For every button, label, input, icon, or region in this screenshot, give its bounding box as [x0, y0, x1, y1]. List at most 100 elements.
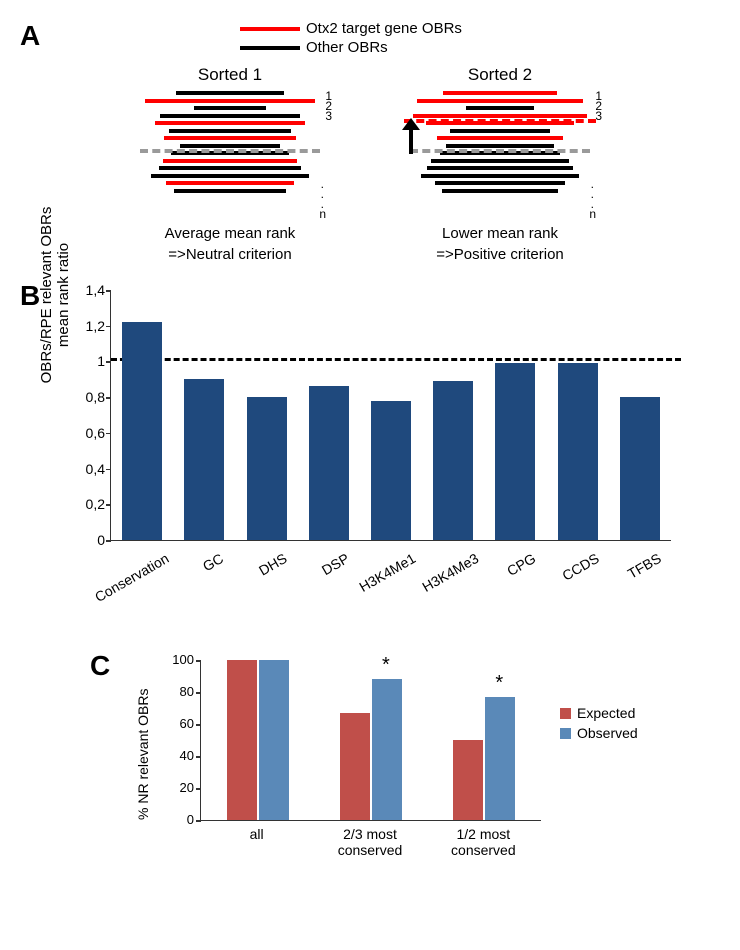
panel-c-chart-area: **: [200, 660, 541, 821]
sorted1-column: Sorted 1 1 2 3 . . . n Average mean rank…: [130, 65, 330, 263]
sorted1-gray-dash: [140, 149, 320, 153]
sorted1-stack: 1 2 3 . . . n: [130, 91, 330, 221]
ytick-label: 1: [75, 353, 105, 369]
bar-expected: [227, 660, 257, 820]
panel-a: A Otx2 target gene OBRs Other OBRs Sorte…: [20, 20, 720, 270]
obr-bar: [413, 114, 587, 118]
legend-swatch-other: [240, 46, 300, 50]
ytick-label: 60: [168, 716, 194, 731]
obr-bar: [431, 159, 569, 163]
obr-bar: [160, 114, 300, 118]
bar: [371, 401, 411, 540]
panel-a-label: A: [20, 20, 40, 52]
bar-observed: [485, 697, 515, 820]
xlabel: H3K4Me1: [357, 550, 419, 595]
ytick-label: 0: [168, 812, 194, 827]
bar: [309, 386, 349, 540]
ytick-label: 0,4: [75, 461, 105, 477]
bar-observed: [372, 679, 402, 820]
panel-c: C % NR relevant OBRs 020406080100 ** all…: [20, 650, 720, 890]
bar-observed: [259, 660, 289, 820]
bar-expected: [453, 740, 483, 820]
ytick-label: 0,6: [75, 425, 105, 441]
ytick-label: 1,2: [75, 318, 105, 334]
obr-bar: [442, 189, 558, 193]
panel-b-chart-area: [110, 290, 671, 541]
bar: [558, 363, 598, 540]
sorted2-column: Sorted 2 1 2 3 . . . n Lower mean rank =…: [400, 65, 600, 263]
obr-bar: [194, 106, 266, 110]
legend-c-label-observed: Observed: [577, 725, 638, 741]
legend-c-observed: Observed: [560, 725, 638, 741]
rank2-n: n: [589, 207, 596, 221]
obr-bar: [145, 99, 315, 103]
xlabel: CPG: [505, 550, 539, 579]
sorted1-title: Sorted 1: [130, 65, 330, 85]
legend-row-other: Other OBRs: [240, 39, 462, 56]
xlabel: Conservation: [92, 550, 171, 605]
ytick-label: 1,4: [75, 282, 105, 298]
obr-bar: [169, 129, 291, 133]
panel-b: B OBRs/RPE relevant OBRs mean rank ratio…: [20, 280, 720, 640]
obr-bar: [151, 174, 309, 178]
panel-b-ylabel-text: OBRs/RPE relevant OBRs mean rank ratio: [38, 207, 72, 384]
xlabel: 1/2 most conserved: [433, 826, 533, 858]
rank-3: 3: [325, 109, 332, 123]
bar: [247, 397, 287, 540]
significance-mark: *: [382, 654, 390, 677]
bar: [495, 363, 535, 540]
panel-b-refline: [111, 358, 681, 361]
sorted2-gray-dash: [410, 149, 590, 153]
xlabel: CCDS: [559, 550, 601, 584]
ytick-label: 0: [75, 532, 105, 548]
obr-bar: [163, 159, 297, 163]
obr-bar: [421, 174, 579, 178]
xlabel: TFBS: [624, 550, 663, 582]
panel-c-ylabel: % NR relevant OBRs: [135, 689, 151, 820]
legend-label-target: Otx2 target gene OBRs: [306, 20, 462, 37]
obr-bar: [466, 106, 534, 110]
ytick-label: 20: [168, 780, 194, 795]
legend-row-target: Otx2 target gene OBRs: [240, 20, 462, 37]
sorted2-stack: 1 2 3 . . . n: [400, 91, 600, 221]
sorted2-caption1: Lower mean rank: [400, 225, 600, 242]
xlabel: all: [207, 826, 307, 842]
xlabel: DHS: [256, 550, 290, 579]
xlabel: GC: [200, 550, 226, 574]
obr-bar: [417, 99, 583, 103]
obr-bar: [437, 136, 563, 140]
legend-c-swatch-expected: [560, 708, 571, 719]
sorted2-caption2: =>Positive criterion: [400, 246, 600, 263]
legend-c-expected: Expected: [560, 705, 638, 721]
ytick-label: 100: [168, 652, 194, 667]
obr-bar: [450, 129, 550, 133]
figure-root: A Otx2 target gene OBRs Other OBRs Sorte…: [20, 20, 720, 890]
arrow-up-icon: [398, 118, 424, 156]
rank-n: n: [319, 207, 326, 221]
rank2-3: 3: [595, 109, 602, 123]
sorted2-title: Sorted 2: [400, 65, 600, 85]
obr-bar: [159, 166, 301, 170]
panel-c-label: C: [90, 650, 110, 682]
obr-bar: [164, 136, 296, 140]
obr-bar: [176, 91, 284, 95]
bar: [620, 397, 660, 540]
obr-bar: [155, 121, 305, 125]
ytick-label: 0,8: [75, 389, 105, 405]
bar: [122, 322, 162, 540]
ytick-label: 80: [168, 684, 194, 699]
xlabel: 2/3 most conserved: [320, 826, 420, 858]
sorted1-caption1: Average mean rank: [130, 225, 330, 242]
obr-bar: [435, 181, 565, 185]
panel-c-legend: Expected Observed: [560, 705, 638, 745]
legend-c-label-expected: Expected: [577, 705, 635, 721]
bar: [184, 379, 224, 540]
obr-bar: [174, 189, 286, 193]
obr-bar: [180, 144, 280, 148]
panel-a-legend: Otx2 target gene OBRs Other OBRs: [240, 20, 462, 58]
bar-expected: [340, 713, 370, 820]
panel-b-ylabel: OBRs/RPE relevant OBRs mean rank ratio: [38, 170, 72, 420]
obr-bar: [443, 91, 557, 95]
ytick-label: 0,2: [75, 496, 105, 512]
legend-c-swatch-observed: [560, 728, 571, 739]
